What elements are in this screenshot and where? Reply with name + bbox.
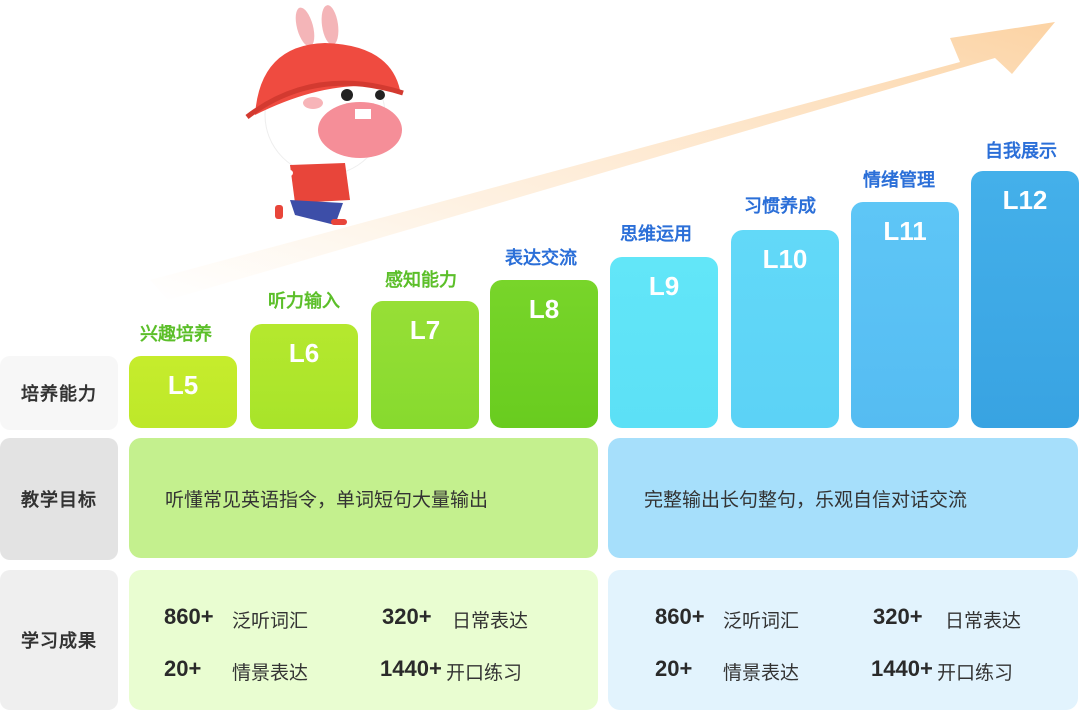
skill-label-l6: 听力输入 (268, 291, 340, 312)
stat-item: 1440+ 开口练习 (380, 656, 523, 684)
row-label-goal: 教学目标 (0, 438, 118, 560)
stat-item: 320+ 日常表达 (873, 604, 1022, 632)
level-bar-l9: L9 (610, 257, 718, 428)
skill-label-l9: 思维运用 (620, 224, 692, 245)
level-bar-l6: L6 (250, 324, 358, 429)
result-green: 860+ 泛听词汇 320+ 日常表达 20+ 情景表达 1440+ 开口练习 (129, 570, 598, 710)
skill-label-l5: 兴趣培养 (140, 324, 212, 345)
stat-item: 320+ 日常表达 (382, 604, 529, 632)
stat-item: 20+ 情景表达 (164, 656, 309, 684)
goal-blue: 完整输出长句整句，乐观自信对话交流 (608, 438, 1078, 558)
level-bar-l7: L7 (371, 301, 479, 429)
stat-item: 860+ 泛听词汇 (655, 604, 800, 632)
skill-label-l7: 感知能力 (385, 270, 457, 291)
level-bar-l12: L12 (971, 171, 1079, 428)
skill-label-l8: 表达交流 (505, 248, 577, 269)
stat-item: 20+ 情景表达 (655, 656, 800, 684)
row-label-result: 学习成果 (0, 570, 118, 710)
goal-green: 听懂常见英语指令，单词短句大量输出 (129, 438, 598, 558)
skill-label-l12: 自我展示 (985, 141, 1057, 162)
stat-item: 1440+ 开口练习 (871, 656, 1014, 684)
level-bar-l5: L5 (129, 356, 237, 428)
row-label-ability: 培养能力 (0, 356, 118, 430)
skill-label-l11: 情绪管理 (863, 170, 935, 191)
skill-label-l10: 习惯养成 (744, 196, 816, 217)
level-bar-l10: L10 (731, 230, 839, 428)
level-bar-l11: L11 (851, 202, 959, 428)
level-bar-l8: L8 (490, 280, 598, 428)
result-blue: 860+ 泛听词汇 320+ 日常表达 20+ 情景表达 1440+ 开口练习 (608, 570, 1078, 710)
rabbit-mascot-icon (245, 5, 404, 225)
stat-item: 860+ 泛听词汇 (164, 604, 309, 632)
